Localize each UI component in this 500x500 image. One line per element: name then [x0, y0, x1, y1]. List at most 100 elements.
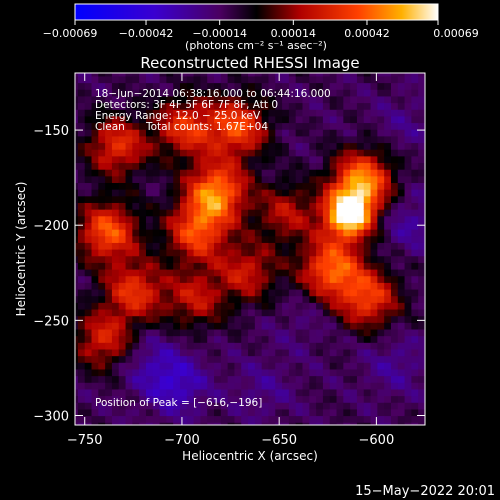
heatmap-cell [152, 382, 161, 390]
heatmap-cell [77, 328, 86, 337]
heatmap-cell [111, 215, 120, 223]
heatmap-cell [404, 388, 412, 397]
heatmap-cell [397, 202, 406, 210]
heatmap-cell [77, 102, 86, 110]
heatmap-cell [302, 342, 310, 350]
heatmap-cell [295, 415, 304, 423]
heatmap-cell [425, 169, 432, 176]
heatmap-cell [186, 142, 195, 150]
heatmap-cell [309, 362, 317, 370]
heatmap-cell [356, 82, 365, 90]
heatmap-cell [350, 335, 358, 343]
heatmap-cell [316, 322, 324, 330]
heatmap-cell [404, 122, 412, 130]
heatmap-cell [322, 135, 331, 144]
heatmap-cell [343, 342, 351, 350]
heatmap-cell [105, 115, 113, 124]
heatmap-cell [98, 222, 106, 230]
heatmap-cell [268, 129, 276, 137]
heatmap-cell [350, 362, 358, 370]
heatmap-cell [207, 408, 215, 417]
heatmap-cell [377, 368, 385, 377]
heatmap-cell [220, 308, 229, 317]
heatmap-cell [411, 169, 419, 177]
heatmap-cell [390, 315, 399, 323]
heatmap-cell [316, 275, 324, 283]
heatmap-cell [98, 129, 106, 137]
heatmap-cell [384, 322, 392, 330]
heatmap-cell [77, 175, 86, 184]
heatmap-cell [227, 282, 236, 290]
heatmap-cell [350, 195, 358, 203]
heatmap-cell [125, 195, 133, 203]
heatmap-cell [159, 342, 167, 350]
heatmap-cell [132, 209, 140, 217]
heatmap-cell [77, 275, 86, 283]
heatmap-cell [118, 328, 127, 337]
heatmap-cell [180, 282, 188, 290]
heatmap-cell [84, 95, 93, 104]
heatmap-cell [288, 382, 297, 390]
heatmap-cell [329, 262, 338, 270]
heatmap-cell [75, 335, 79, 343]
heatmap-cell [173, 129, 181, 137]
heatmap-cell [411, 268, 419, 277]
heatmap-cell [77, 335, 86, 343]
heatmap-cell [295, 308, 304, 317]
heatmap-cell [227, 255, 236, 263]
heatmap-cell [84, 348, 93, 357]
heatmap-cell [356, 315, 365, 323]
heatmap-cell [84, 135, 93, 144]
heatmap-cell [404, 255, 412, 263]
heatmap-cell [411, 375, 419, 383]
heatmap-cell [111, 222, 120, 230]
heatmap-cell [336, 89, 344, 97]
heatmap-cell [111, 162, 120, 170]
heatmap-cell [322, 122, 331, 130]
heatmap-cell [370, 209, 378, 217]
heatmap-cell [390, 102, 399, 110]
heatmap-cell [404, 109, 412, 117]
heatmap-cell [84, 175, 93, 184]
heatmap-cell [377, 142, 385, 150]
heatmap-cell [356, 175, 365, 184]
heatmap-cell [91, 268, 99, 277]
heatmap-cell [309, 295, 317, 303]
heatmap-cell [166, 422, 174, 425]
heatmap-cell [241, 402, 249, 410]
heatmap-cell [390, 195, 399, 203]
heatmap-cell [139, 328, 147, 337]
heatmap-cell [159, 169, 167, 177]
heatmap-cell [193, 302, 202, 310]
heatmap-cell [173, 82, 181, 90]
heatmap-cell [254, 109, 263, 117]
heatmap-cell [302, 402, 310, 410]
heatmap-cell [316, 355, 324, 363]
heatmap-cell [75, 288, 79, 297]
heatmap-cell [139, 255, 147, 263]
heatmap-cell [159, 268, 167, 277]
heatmap-cell [282, 109, 290, 117]
heatmap-cell [125, 129, 133, 137]
colorbar-tick-label: 0.00042 [344, 27, 390, 40]
heatmap-cell [288, 255, 297, 263]
heatmap-cell [180, 308, 188, 317]
colorbar-unit-label: (photons cm⁻² s⁻¹ asec⁻²) [185, 39, 327, 52]
heatmap-cell [411, 302, 419, 310]
heatmap-cell [248, 328, 256, 337]
heatmap-cell [309, 328, 317, 337]
heatmap-cell [186, 182, 195, 190]
heatmap-cell [336, 195, 344, 203]
heatmap-cell [132, 262, 140, 270]
heatmap-cell [139, 275, 147, 283]
heatmap-cell [173, 249, 181, 257]
heatmap-cell [329, 222, 338, 230]
heatmap-cell [173, 222, 181, 230]
heatmap-cell [180, 142, 188, 150]
heatmap-cell [166, 262, 174, 270]
heatmap-cell [309, 75, 317, 84]
heatmap-cell [363, 402, 372, 410]
x-tick-label: −600 [359, 433, 395, 448]
heatmap-cell [139, 375, 147, 383]
heatmap-cell [404, 408, 412, 417]
